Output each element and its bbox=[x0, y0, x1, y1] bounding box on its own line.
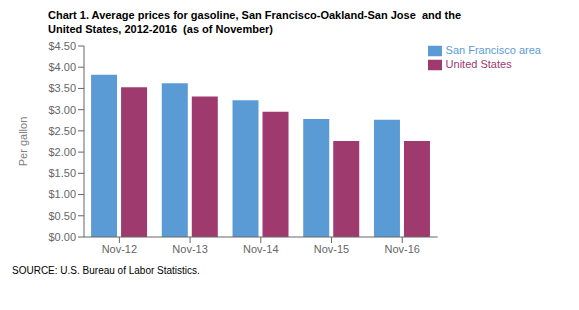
svg-text:$0.00: $0.00 bbox=[48, 231, 76, 243]
html-text:United States: United States bbox=[445, 58, 512, 71]
html-text:Chart 1. Average prices for ga: Chart 1. Average prices for gasoline, Sa… bbox=[48, 9, 461, 21]
svg-text:Nov-16: Nov-16 bbox=[385, 243, 420, 255]
svg-text:Nov-12: Nov-12 bbox=[102, 243, 137, 255]
html-text:San Francisco area: San Francisco area bbox=[445, 44, 541, 56]
svg-text:$3.00: $3.00 bbox=[48, 104, 76, 116]
svg-text:$1.50: $1.50 bbox=[48, 167, 76, 179]
svg-text:$4.00: $4.00 bbox=[48, 61, 76, 73]
svg-text:$4.50: $4.50 bbox=[48, 40, 76, 52]
svg-text:$0.50: $0.50 bbox=[48, 210, 76, 222]
svg-text:$2.00: $2.00 bbox=[48, 146, 76, 158]
svg-text:$3.50: $3.50 bbox=[48, 82, 76, 94]
svg-text:Per gallon: Per gallon bbox=[17, 117, 29, 167]
svg-text:$2.50: $2.50 bbox=[48, 125, 76, 137]
html-text:SOURCE: U.S. Bureau of Labor S: SOURCE: U.S. Bureau of Labor Statistics. bbox=[12, 265, 200, 276]
svg-text:Nov-13: Nov-13 bbox=[172, 243, 207, 255]
html-text:United States, 2012-2016 (as o: United States, 2012-2016 (as of November… bbox=[48, 23, 273, 35]
svg-text:Nov-14: Nov-14 bbox=[243, 243, 278, 255]
svg-text:Nov-15: Nov-15 bbox=[314, 243, 349, 255]
svg-text:$1.00: $1.00 bbox=[48, 188, 76, 200]
